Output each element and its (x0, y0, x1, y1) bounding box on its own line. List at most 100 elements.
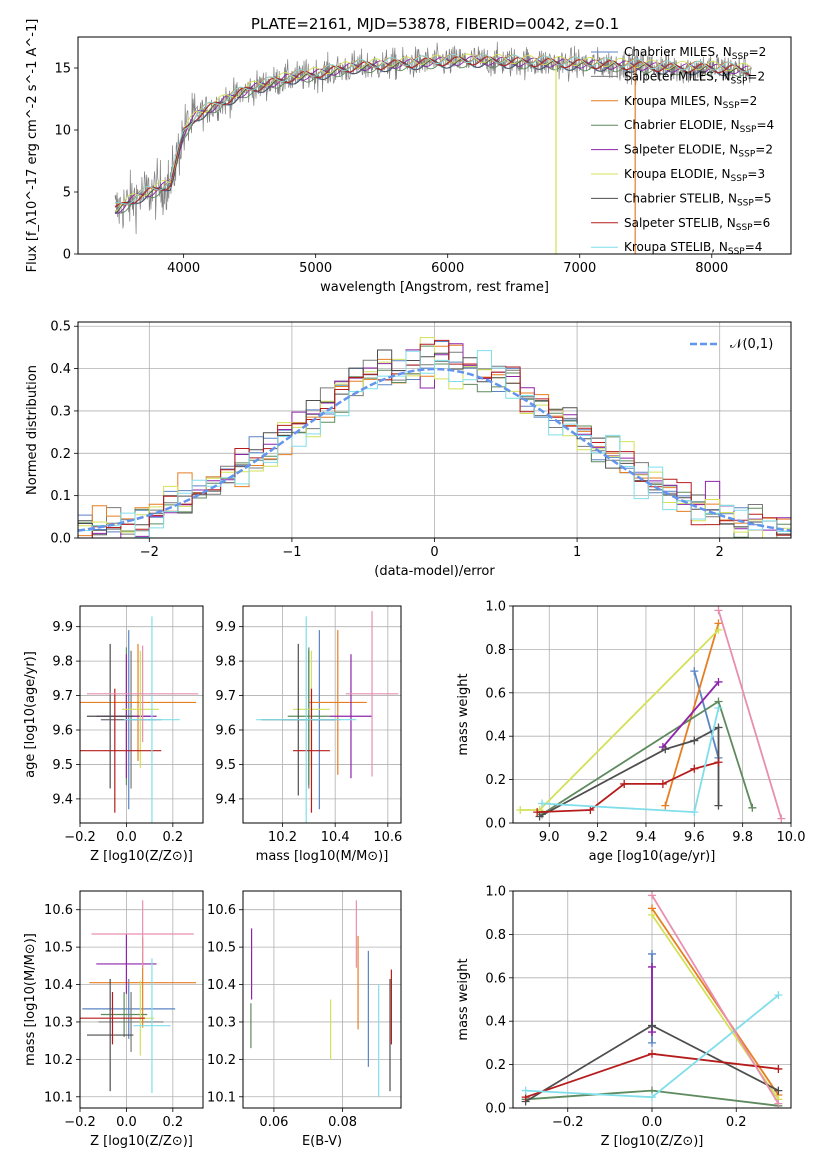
data-point (690, 808, 699, 817)
x-tick-label: 4000 (167, 261, 200, 276)
panel-z-massweight: −0.2 0.0 0.2 0.0 0.2 0.4 0.6 0.8 1.0 Z [log10(Z/Z… (456, 885, 792, 1149)
data-point (690, 736, 699, 745)
y-tick-label: 9.9 (52, 620, 73, 635)
data-point (648, 949, 656, 958)
y-tick-label: 10 (54, 124, 71, 139)
x-axis-label: Z [log10(Z/Z⊙)] (601, 1134, 704, 1149)
x-tick-label: 10.0 (777, 830, 806, 845)
point-kroupa-miles (80, 643, 197, 761)
panel-residuals: −2 −1 0 1 2 0.0 0.1 0.2 0.3 0.4 0.5 (data-model)/er… (25, 320, 792, 579)
axes-frame (79, 605, 204, 824)
y-tick-label: 10.1 (44, 1090, 73, 1105)
y-axis-label: Normed distribution (25, 365, 40, 495)
point-chabrier-stelib (86, 643, 134, 789)
series-kroupa-stelib-massweight (648, 891, 783, 1108)
legend-label-salpeter-miles: Salpeter MILES, NSSP=2 (624, 69, 765, 86)
data-point (748, 803, 757, 812)
data-point (714, 801, 723, 810)
y-tick-label: 0.5 (50, 320, 71, 335)
x-tick-label: 0.08 (328, 1115, 357, 1130)
y-tick-label: 0.8 (485, 643, 506, 658)
x-tick-label: 2 (716, 545, 724, 560)
data-point (533, 808, 542, 817)
x-tick-label: 0.2 (726, 1115, 747, 1130)
y-tick-label: 0.0 (50, 532, 71, 547)
point-salpeter-stelib (80, 992, 145, 1045)
axes-frame (512, 605, 792, 824)
data-point (714, 703, 723, 712)
series-line (651, 894, 780, 1105)
x-tick-label: 1 (573, 545, 581, 560)
model-spectrum-chabrier-elodie (114, 58, 751, 214)
y-tick-label: 9.7 (215, 689, 236, 704)
y-tick-label: 10.3 (44, 1015, 73, 1030)
point-salpeter-miles (98, 992, 164, 1052)
data-point (690, 764, 699, 773)
axes-frame (242, 890, 402, 1109)
data-point (658, 779, 667, 788)
series-chabrier-stelib (535, 723, 723, 821)
x-axis-label: E(B-V) (302, 1134, 342, 1149)
plot-area (516, 606, 786, 823)
y-tick-label: 0.4 (485, 730, 506, 745)
series-kroupa-stelib (538, 703, 723, 817)
plot-area (250, 900, 392, 1097)
x-tick-label: 0.0 (116, 1115, 137, 1130)
data-point (516, 805, 525, 814)
model-spectrum-salpeter-elodie (114, 55, 751, 214)
y-tick-label: 10.5 (207, 941, 236, 956)
panel-ebv-mass: 0.06 0.08 10.1 10.2 10.3 10.4 10.5 10.6 E(B-V) (207, 890, 402, 1149)
axes-frame (79, 890, 204, 1109)
y-tick-label: 9.8 (52, 655, 73, 670)
series-kroupa-elodie (648, 910, 783, 1104)
point-salpeter-stelib (80, 688, 162, 813)
y-tick-label: 9.9 (215, 620, 236, 635)
x-axis-label: wavelength [Angstrom, rest frame] (320, 280, 549, 295)
point-chabrier-elodie (287, 647, 330, 786)
data-point (774, 991, 783, 1000)
series-chabrier-stelib (521, 1021, 783, 1106)
point-chabrier-stelib (86, 978, 134, 1092)
y-axis-label: age [log10(age/yr)] (23, 651, 38, 778)
legend-label-salpeter-stelib: Salpeter STELIB, NSSP=6 (624, 216, 770, 233)
plot-area (521, 891, 783, 1108)
y-tick-label: 1.0 (485, 885, 506, 900)
x-tick-label: 0.0 (116, 830, 137, 845)
plot-area (256, 611, 399, 823)
y-tick-label: 9.5 (52, 758, 73, 773)
y-tick-label: 0.8 (485, 928, 506, 943)
y-tick-label: 0.1 (50, 489, 71, 504)
data-point (714, 677, 723, 686)
normal-curve (78, 367, 791, 532)
y-tick-label: 9.5 (215, 758, 236, 773)
x-tick-label: 10.4 (321, 830, 350, 845)
x-tick-label: 10.6 (373, 830, 402, 845)
y-tick-label: 10.6 (44, 903, 73, 918)
y-tick-label: 5 (63, 186, 71, 201)
series-kroupa-stelib (521, 991, 783, 1102)
y-axis-label: mass weight (456, 673, 471, 755)
plot-area (80, 616, 199, 823)
series-kroupa-miles (661, 619, 723, 810)
series-kroupa-miles (648, 904, 783, 1099)
data-point (648, 1049, 656, 1058)
x-tick-label: 0.2 (162, 830, 183, 845)
data-point (586, 805, 595, 814)
panel-z-age: −0.2 0.0 0.2 9.4 9.5 9.6 9.7 9.8 9.9 Z [log10(Z/Z… (23, 605, 204, 864)
y-axis-label: mass weight (456, 958, 471, 1040)
x-tick-label: 7000 (563, 261, 596, 276)
y-tick-label: 0 (63, 248, 71, 263)
point-chabrier-elodie (100, 992, 148, 1037)
model-spectrum-salpeter-stelib (114, 56, 751, 208)
data-point (774, 1064, 783, 1073)
y-tick-label: 9.8 (215, 655, 236, 670)
x-axis-label: (data-model)/error (374, 564, 495, 579)
axes-frame (242, 605, 402, 824)
series-line (693, 670, 720, 759)
y-tick-label: 10.1 (207, 1090, 236, 1105)
series-salpeter-stelib (533, 758, 723, 817)
y-tick-label: 9.4 (52, 792, 73, 807)
data-point (538, 799, 547, 808)
x-tick-label: 5000 (299, 261, 332, 276)
